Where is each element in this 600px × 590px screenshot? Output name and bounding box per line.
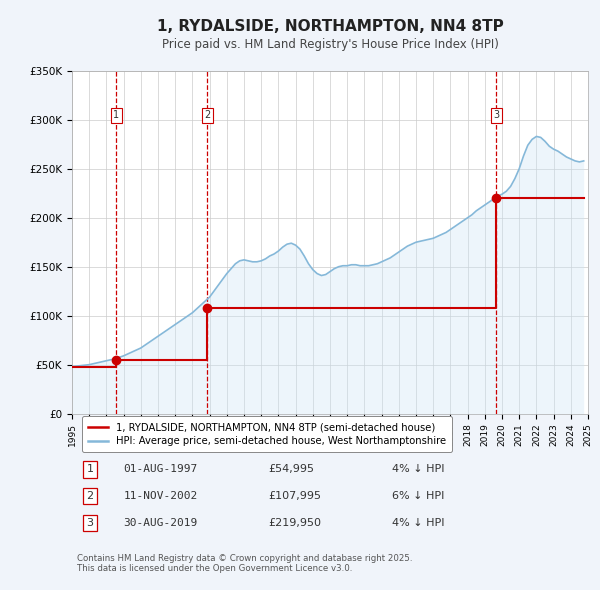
Text: 01-AUG-1997: 01-AUG-1997 bbox=[124, 464, 198, 474]
Text: 11-NOV-2002: 11-NOV-2002 bbox=[124, 491, 198, 501]
Text: 2: 2 bbox=[204, 110, 211, 120]
Text: 4% ↓ HPI: 4% ↓ HPI bbox=[392, 518, 445, 528]
Text: 6% ↓ HPI: 6% ↓ HPI bbox=[392, 491, 444, 501]
Text: 2: 2 bbox=[86, 491, 94, 501]
Text: 1: 1 bbox=[86, 464, 94, 474]
Text: Price paid vs. HM Land Registry's House Price Index (HPI): Price paid vs. HM Land Registry's House … bbox=[161, 38, 499, 51]
Text: £107,995: £107,995 bbox=[268, 491, 321, 501]
Text: 1, RYDALSIDE, NORTHAMPTON, NN4 8TP: 1, RYDALSIDE, NORTHAMPTON, NN4 8TP bbox=[157, 19, 503, 34]
Legend: 1, RYDALSIDE, NORTHAMPTON, NN4 8TP (semi-detached house), HPI: Average price, se: 1, RYDALSIDE, NORTHAMPTON, NN4 8TP (semi… bbox=[82, 416, 452, 452]
Text: £54,995: £54,995 bbox=[268, 464, 314, 474]
Text: £219,950: £219,950 bbox=[268, 518, 321, 528]
Text: 4% ↓ HPI: 4% ↓ HPI bbox=[392, 464, 445, 474]
Text: Contains HM Land Registry data © Crown copyright and database right 2025.
This d: Contains HM Land Registry data © Crown c… bbox=[77, 553, 413, 573]
Text: 30-AUG-2019: 30-AUG-2019 bbox=[124, 518, 198, 528]
Text: 1: 1 bbox=[113, 110, 119, 120]
Text: 3: 3 bbox=[86, 518, 94, 528]
Text: 3: 3 bbox=[493, 110, 499, 120]
